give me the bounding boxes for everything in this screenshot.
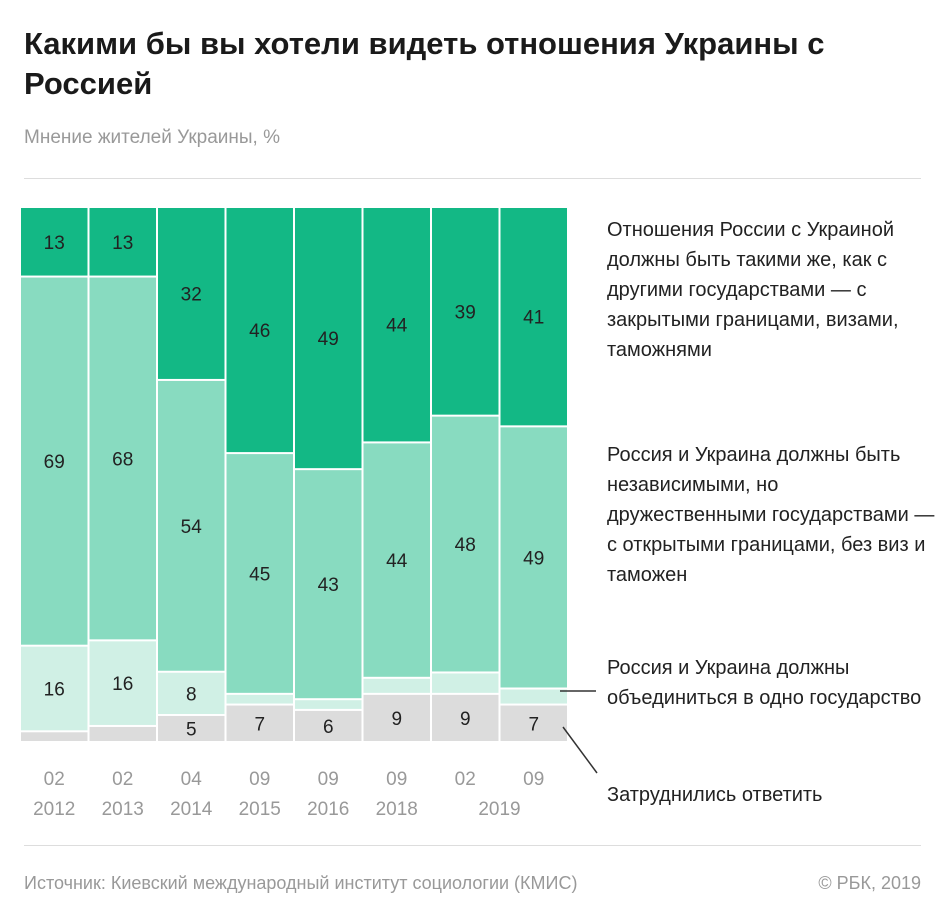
bar-segment (158, 208, 225, 379)
bar-segment (295, 710, 362, 741)
x-tick-year: 2014 (170, 799, 213, 820)
data-label: 9 (391, 709, 402, 730)
legend-friendly: Россия и Украина должны быть независимым… (607, 444, 935, 586)
bar-segment (21, 208, 88, 276)
x-tick-year: 2016 (307, 799, 349, 820)
bar-segment (432, 208, 499, 415)
data-label: 6 (323, 717, 334, 738)
bar-segment (226, 705, 293, 741)
data-label: 43 (318, 575, 339, 596)
chart-subtitle: Мнение жителей Украины, % (24, 127, 281, 148)
data-label: 69 (44, 452, 65, 473)
x-tick-year: 2019 (478, 799, 520, 820)
leader-line-hard-to-say (562, 726, 598, 774)
data-label: 8 (186, 684, 197, 705)
bar-segment (158, 715, 225, 741)
bar-segment (432, 416, 499, 672)
x-tick-year: 2012 (33, 799, 75, 820)
data-label: 9 (460, 709, 471, 730)
x-tick-month: 09 (523, 769, 544, 790)
divider (24, 178, 921, 179)
bar-segment (226, 454, 293, 693)
bar-segment (363, 443, 430, 677)
data-label: 16 (112, 674, 133, 695)
data-label: 54 (181, 517, 203, 538)
data-label: 49 (318, 329, 339, 350)
data-label: 13 (112, 233, 133, 254)
bar-segment (158, 672, 225, 714)
bar-segment (295, 208, 362, 469)
bar-segment (500, 427, 567, 688)
legend-hard-to-say: Затруднились ответить (607, 784, 823, 806)
data-label: 41 (523, 308, 544, 329)
data-label: 39 (455, 302, 476, 323)
bar-segment (432, 673, 499, 693)
data-label: 49 (523, 548, 544, 569)
data-label: 7 (528, 714, 539, 735)
data-label: 13 (44, 233, 65, 254)
bar-segment (89, 277, 156, 640)
data-label: 68 (112, 449, 133, 470)
legend-unite: Россия и Украина должны объединиться в о… (607, 657, 922, 709)
x-tick-month: 02 (112, 769, 133, 790)
legend-closed: Отношения России с Украиной должны быть … (607, 219, 899, 361)
data-label: 48 (455, 535, 476, 556)
bar-segment (226, 694, 293, 704)
chart-title: Какими бы вы хотели видеть отношения Укр… (24, 26, 825, 101)
bar-segment (500, 705, 567, 741)
bar-segment (226, 208, 293, 453)
bar-segment (363, 678, 430, 693)
data-label: 45 (249, 564, 270, 585)
bar-segment (21, 646, 88, 731)
data-label: 32 (181, 284, 202, 305)
bar-segment (295, 470, 362, 699)
x-tick-year: 2015 (239, 799, 281, 820)
bar-segment (363, 694, 430, 741)
x-tick-year: 2018 (376, 799, 418, 820)
x-tick-month: 09 (249, 769, 270, 790)
bar-segment (89, 208, 156, 276)
data-label: 44 (386, 551, 408, 572)
source: Источник: Киевский международный институ… (24, 873, 578, 893)
divider-bottom (24, 845, 921, 846)
x-tick-month: 09 (318, 769, 339, 790)
bar-segment (89, 726, 156, 741)
data-label: 16 (44, 680, 65, 701)
x-tick-month: 04 (181, 769, 203, 790)
x-tick-month: 02 (44, 769, 65, 790)
data-label: 44 (386, 316, 408, 337)
data-label: 7 (254, 714, 265, 735)
bar-segment (432, 694, 499, 741)
x-tick-month: 02 (455, 769, 476, 790)
data-label: 5 (186, 719, 197, 740)
x-tick-year: 2013 (102, 799, 144, 820)
bar-segment (500, 208, 567, 426)
bar-segment (21, 732, 88, 741)
copyright: © РБК, 2019 (818, 873, 921, 893)
bar-segment (21, 277, 88, 645)
bar-segment (500, 689, 567, 704)
data-label: 46 (249, 321, 270, 342)
bar-segment (89, 641, 156, 725)
bar-segment (158, 380, 225, 671)
x-tick-month: 09 (386, 769, 407, 790)
bar-segment (363, 208, 430, 442)
bar-segment (295, 700, 362, 709)
